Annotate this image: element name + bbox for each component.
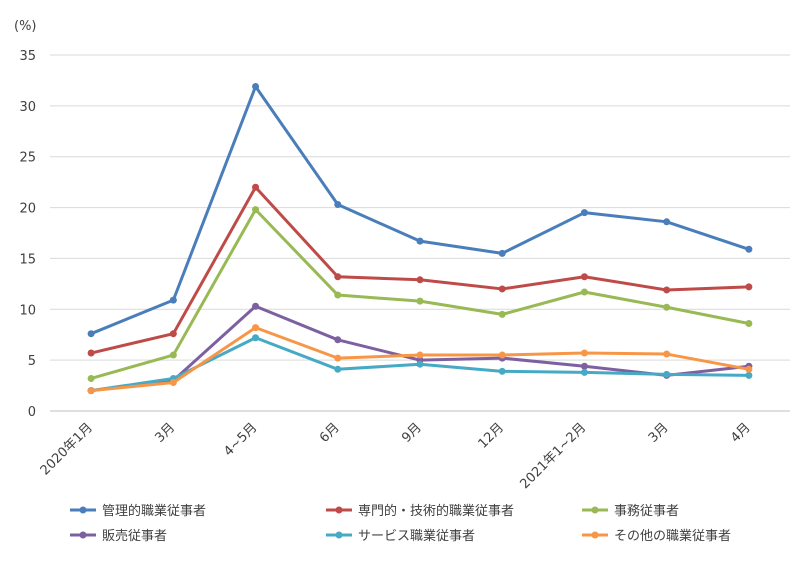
legend-marker bbox=[591, 531, 599, 539]
legend-label: 販売従事者 bbox=[102, 528, 167, 544]
data-point bbox=[416, 276, 424, 284]
series-path bbox=[90, 85, 750, 336]
gridlines bbox=[50, 54, 790, 361]
legend-marker bbox=[79, 506, 87, 514]
data-point bbox=[416, 237, 424, 245]
data-point bbox=[663, 350, 671, 358]
data-point bbox=[252, 302, 260, 310]
legend-item: 販売従事者 bbox=[70, 528, 167, 544]
legend-label: サービス職業従事者 bbox=[358, 528, 475, 544]
legend-marker bbox=[335, 531, 343, 539]
legend-item: 管理的職業従事者 bbox=[70, 503, 206, 519]
data-point bbox=[169, 330, 177, 338]
data-point bbox=[87, 330, 95, 338]
data-point bbox=[580, 368, 588, 376]
series-line bbox=[87, 334, 753, 395]
data-point bbox=[745, 365, 753, 373]
x-tick-label: 3月 bbox=[153, 420, 179, 446]
data-point bbox=[252, 83, 260, 91]
data-point bbox=[252, 334, 260, 342]
data-point bbox=[498, 351, 506, 359]
series-line bbox=[87, 302, 753, 395]
data-point bbox=[663, 303, 671, 311]
y-tick-label: 15 bbox=[19, 252, 36, 267]
x-tick-label: 6月 bbox=[317, 420, 343, 446]
data-point bbox=[87, 349, 95, 357]
y-tick-label: 25 bbox=[19, 151, 36, 166]
legend-item: サービス職業従事者 bbox=[326, 528, 475, 544]
legend-label: 事務従事者 bbox=[614, 504, 679, 519]
legend-marker bbox=[79, 531, 87, 539]
data-point bbox=[416, 351, 424, 359]
series-path bbox=[90, 304, 750, 393]
series-line bbox=[87, 324, 753, 395]
legend-item: 事務従事者 bbox=[582, 504, 679, 519]
data-point bbox=[169, 351, 177, 359]
legend-marker bbox=[335, 506, 343, 514]
data-point bbox=[745, 283, 753, 291]
data-point bbox=[416, 297, 424, 305]
data-point bbox=[252, 324, 260, 332]
data-point bbox=[169, 296, 177, 304]
data-point bbox=[87, 374, 95, 382]
data-point bbox=[663, 286, 671, 294]
data-point bbox=[334, 273, 342, 281]
data-point bbox=[334, 291, 342, 299]
x-tick-label: 9月 bbox=[399, 420, 425, 446]
series-line bbox=[87, 183, 753, 357]
data-point bbox=[252, 183, 260, 191]
legend-item: 専門的・技術的職業従事者 bbox=[326, 503, 514, 519]
x-tick-label: 4月 bbox=[728, 420, 754, 446]
data-point bbox=[416, 360, 424, 368]
x-tick-label: 2021年1~2月 bbox=[517, 420, 589, 492]
legend-label: 専門的・技術的職業従事者 bbox=[358, 503, 514, 519]
data-point bbox=[580, 288, 588, 296]
legend-label: その他の職業従事者 bbox=[614, 528, 731, 544]
y-tick-label: 5 bbox=[28, 354, 36, 369]
data-point bbox=[334, 201, 342, 209]
y-tick-label: 35 bbox=[19, 49, 36, 64]
y-tick-label: 30 bbox=[19, 100, 36, 115]
data-point bbox=[745, 320, 753, 328]
legend-marker bbox=[591, 506, 599, 514]
x-tick-label: 4~5月 bbox=[221, 420, 260, 459]
legend-label: 管理的職業従事者 bbox=[102, 503, 206, 519]
data-point bbox=[334, 354, 342, 362]
y-axis-unit-label: (%) bbox=[14, 19, 37, 34]
data-point bbox=[334, 365, 342, 373]
data-point bbox=[580, 209, 588, 217]
legend-item: その他の職業従事者 bbox=[582, 528, 731, 544]
data-point bbox=[334, 336, 342, 344]
data-point bbox=[169, 379, 177, 387]
series-line bbox=[87, 206, 753, 382]
data-point bbox=[498, 367, 506, 375]
data-point bbox=[87, 387, 95, 395]
data-point bbox=[580, 349, 588, 357]
y-tick-label: 20 bbox=[19, 202, 36, 217]
y-tick-label: 10 bbox=[19, 303, 36, 318]
x-tick-label: 3月 bbox=[646, 420, 672, 446]
axes: 0 5 10 15 20 25 30 35 2020年1月 3月 4~5月 6月 9月 12月 2021年1… bbox=[19, 49, 790, 492]
data-point bbox=[745, 371, 753, 379]
data-point bbox=[580, 362, 588, 370]
data-point bbox=[498, 310, 506, 318]
data-point bbox=[663, 218, 671, 226]
y-tick-label: 0 bbox=[28, 405, 36, 420]
data-point bbox=[252, 206, 260, 214]
x-tick-label: 2020年1月 bbox=[38, 420, 96, 478]
data-point bbox=[663, 370, 671, 378]
x-tick-label: 12月 bbox=[476, 420, 507, 451]
series-line bbox=[87, 83, 753, 338]
data-point bbox=[498, 285, 506, 293]
data-point bbox=[580, 273, 588, 281]
series-lines bbox=[87, 83, 753, 395]
data-point bbox=[745, 245, 753, 253]
data-point bbox=[498, 249, 506, 257]
